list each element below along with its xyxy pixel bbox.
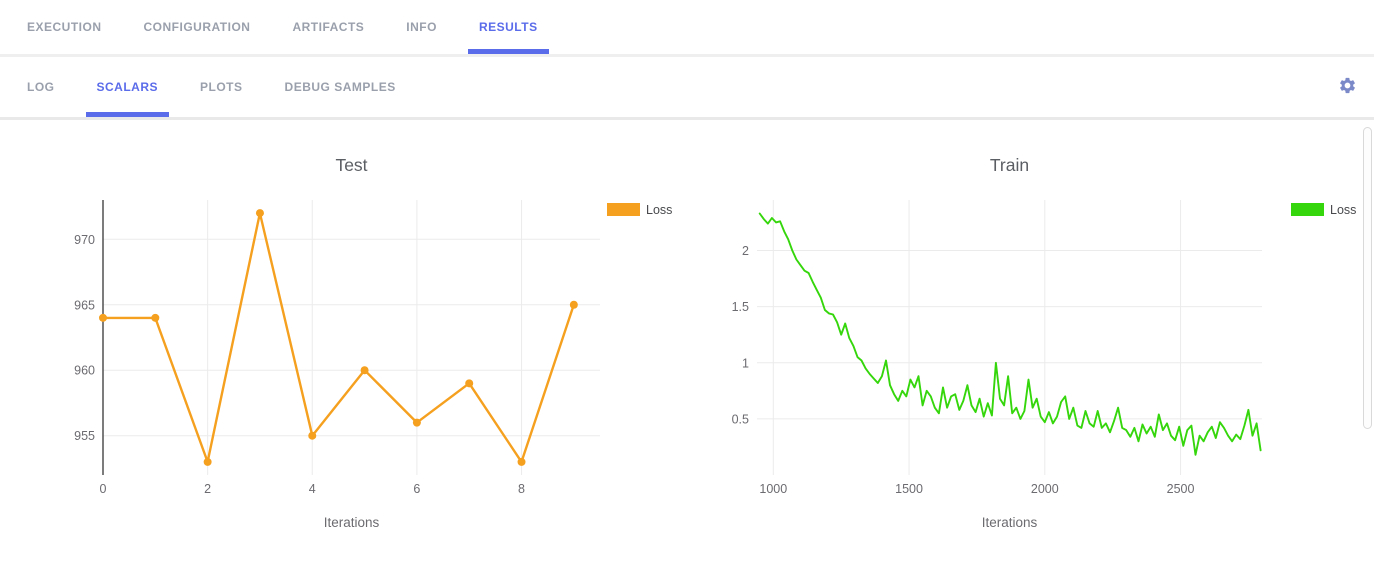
svg-text:0: 0	[100, 482, 107, 496]
svg-text:960: 960	[74, 364, 95, 378]
tab-artifacts[interactable]: ARTIFACTS	[271, 0, 385, 54]
svg-text:1: 1	[742, 356, 749, 370]
svg-text:Train: Train	[990, 155, 1029, 175]
results-sub-tab-bar: LOG SCALARS PLOTS DEBUG SAMPLES	[0, 57, 1374, 120]
svg-text:4: 4	[309, 482, 316, 496]
subtab-debug-samples[interactable]: DEBUG SAMPLES	[264, 57, 417, 117]
train-loss-chart[interactable]: 1000 1500 2000 2500 0.5 1 1.5 2 Train Iterations L…	[687, 137, 1374, 557]
svg-text:Iterations: Iterations	[982, 515, 1038, 530]
svg-text:0.5: 0.5	[732, 412, 749, 426]
svg-text:2500: 2500	[1167, 482, 1195, 496]
subtab-log[interactable]: LOG	[6, 57, 76, 117]
main-tab-bar: EXECUTION CONFIGURATION ARTIFACTS INFO R…	[0, 0, 1374, 57]
test-chart-panel: 0 2 4 6 8 955 960 965 970 Test Iterations Loss	[0, 120, 687, 563]
settings-button[interactable]	[1334, 74, 1360, 100]
tab-info[interactable]: INFO	[385, 0, 458, 54]
svg-text:970: 970	[74, 233, 95, 247]
scrollbar-thumb[interactable]	[1363, 127, 1372, 429]
svg-text:965: 965	[74, 298, 95, 312]
gear-icon	[1338, 76, 1357, 98]
svg-text:1000: 1000	[759, 482, 787, 496]
subtab-scalars[interactable]: SCALARS	[76, 57, 180, 117]
subtab-plots[interactable]: PLOTS	[179, 57, 264, 117]
scalars-panel: 0 2 4 6 8 955 960 965 970 Test Iterations Loss 1000…	[0, 120, 1374, 563]
svg-text:6: 6	[413, 482, 420, 496]
svg-text:1.5: 1.5	[732, 300, 749, 314]
tab-results[interactable]: RESULTS	[458, 0, 559, 54]
train-chart-panel: 1000 1500 2000 2500 0.5 1 1.5 2 Train Iterations L…	[687, 120, 1374, 563]
svg-text:955: 955	[74, 429, 95, 443]
svg-text:Iterations: Iterations	[324, 515, 380, 530]
svg-text:2: 2	[742, 244, 749, 258]
tab-configuration[interactable]: CONFIGURATION	[123, 0, 272, 54]
svg-text:Loss: Loss	[646, 203, 672, 217]
svg-text:1500: 1500	[895, 482, 923, 496]
svg-text:2: 2	[204, 482, 211, 496]
tab-execution[interactable]: EXECUTION	[6, 0, 123, 54]
svg-text:8: 8	[518, 482, 525, 496]
svg-text:Test: Test	[335, 155, 367, 175]
vertical-scrollbar[interactable]	[1361, 123, 1374, 566]
svg-text:Loss: Loss	[1330, 203, 1356, 217]
svg-text:2000: 2000	[1031, 482, 1059, 496]
test-loss-chart[interactable]: 0 2 4 6 8 955 960 965 970 Test Iterations Loss	[0, 137, 687, 557]
